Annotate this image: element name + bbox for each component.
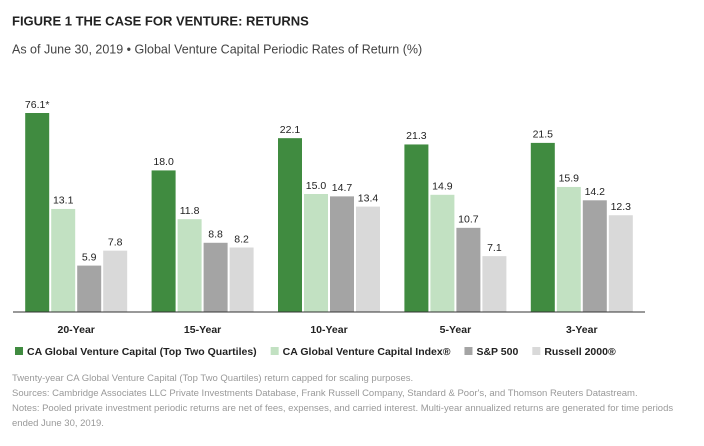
chart-subtitle: As of June 30, 2019 • Global Venture Cap… [12,42,422,56]
bar [25,113,50,312]
legend-swatch [15,347,23,355]
value-label: 7.1 [487,242,502,254]
value-label: 15.0 [306,180,327,192]
value-label: 76.1* [25,99,50,111]
legend-swatch [532,347,541,355]
bar [608,215,633,312]
value-label: 5.9 [82,251,97,263]
value-label: 15.9 [559,173,580,185]
value-label: 8.2 [234,233,249,245]
bar [556,186,581,312]
value-label: 14.2 [585,186,606,198]
bar [177,219,202,312]
value-label: 22.1 [280,124,301,136]
legend-label: CA Global Venture Capital (Top Two Quart… [27,346,257,358]
note: Sources: Cambridge Associates LLC Privat… [12,388,638,399]
value-label: 14.7 [332,182,353,194]
value-label: 12.3 [611,201,632,213]
value-label: 7.8 [108,236,123,248]
x-tick-label: 15-Year [184,324,221,336]
bar [430,194,455,312]
x-tick-label: 3-Year [566,324,598,336]
value-label: 14.9 [432,181,453,193]
bar [229,247,254,312]
x-tick-label: 20-Year [58,324,95,336]
legend-label: S&P 500 [476,346,518,358]
notes: Twenty-year CA Global Venture Capital (T… [12,371,692,431]
bar [456,227,481,312]
bar [203,242,228,312]
bar [404,144,429,312]
x-tick-label: 10-Year [310,324,347,336]
value-label: 10.7 [458,214,479,226]
legend-label: Russell 2000® [544,346,616,358]
note: Notes: Pooled private investment periodi… [12,403,674,429]
value-label: 13.4 [358,192,379,204]
bar [51,208,76,312]
bar [77,265,102,312]
value-label: 18.0 [153,156,174,168]
bar [482,256,507,312]
x-tick-label: 5-Year [440,324,472,336]
value-label: 8.8 [208,229,223,241]
bar [151,170,176,312]
chart-title: FIGURE 1 THE CASE FOR VENTURE: RETURNS [12,13,309,28]
bar [356,206,380,312]
note: Twenty-year CA Global Venture Capital (T… [12,373,414,384]
legend-swatch [270,347,279,355]
value-label: 11.8 [180,205,200,217]
bar [330,196,354,312]
bar [103,250,128,312]
value-label: 21.3 [406,130,427,142]
legend-swatch [464,347,473,355]
value-label: 13.1 [53,195,74,207]
bar [530,142,555,312]
bar [304,194,328,312]
bar [582,200,607,312]
legend-label: CA Global Venture Capital Index® [283,346,451,358]
value-label: 21.5 [533,129,554,141]
bar [278,138,302,312]
